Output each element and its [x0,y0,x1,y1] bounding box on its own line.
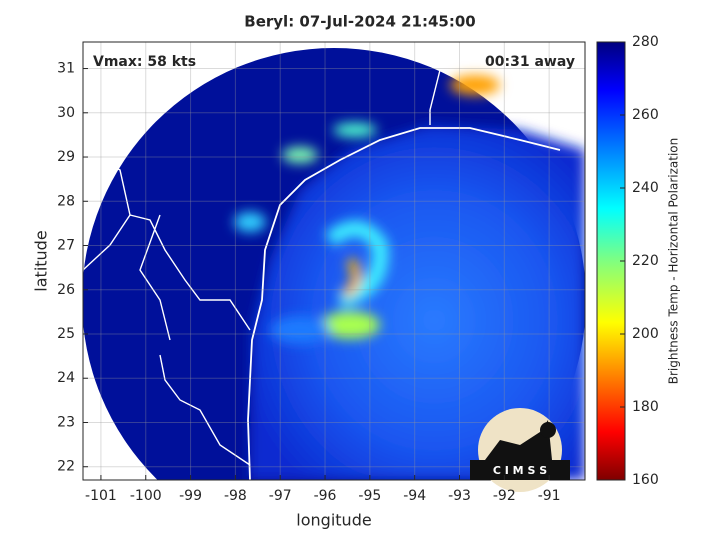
plot-frame [82,41,586,481]
y-tick-label: 22 [57,459,75,475]
x-tick-label: -93 [448,488,471,504]
borders [83,69,441,466]
colorbar-tick-label: 180 [632,399,659,415]
colorbar-tick-label: 240 [632,180,659,196]
y-tick-label: 29 [57,149,75,165]
y-tick-label: 25 [57,326,75,342]
x-tick-label: -98 [224,488,247,504]
y-tick-label: 31 [57,61,75,77]
title: Beryl: 07-Jul-2024 21:45:00 [244,13,475,31]
coastline [247,127,561,480]
logo-text: C I M S S [493,464,547,477]
vmax-label: Vmax: 58 kts [93,54,196,70]
ocean-region [250,125,585,480]
x-tick-label: -97 [269,488,292,504]
rain-bands [234,75,500,344]
y-tick-label: 26 [57,282,75,298]
x-tick-label: -99 [179,488,202,504]
y-tick-label: 27 [57,238,75,254]
y-tick-label: 23 [57,414,75,430]
y-tick-label: 30 [57,105,75,121]
x-tick-label: -91 [538,488,561,504]
colorbar-tick-label: 160 [632,472,659,488]
x-axis-label: longitude [296,511,371,530]
colorbar-tick-label: 200 [632,326,659,342]
colorbar-tick-label: 220 [632,253,659,269]
x-tick-label: -94 [403,488,426,504]
x-tick-label: -96 [314,488,337,504]
colorbar-tick-label: 260 [632,107,659,123]
x-tick-label: -101 [85,488,117,504]
time-away-label: 00:31 away [485,54,575,70]
colorbar-label: Brightness Temp - Horizontal Polarizatio… [667,138,681,385]
x-tick-label: -95 [358,488,381,504]
x-tick-label: -100 [130,488,162,504]
colorbar-tick-label: 280 [632,34,659,50]
x-tick-label: -92 [493,488,516,504]
y-tick-label: 24 [57,370,75,386]
cimss-logo: C I M S S [470,408,570,492]
satellite-image [83,48,585,480]
y-tick-label: 28 [57,193,75,209]
y-axis-label: latitude [32,230,51,291]
